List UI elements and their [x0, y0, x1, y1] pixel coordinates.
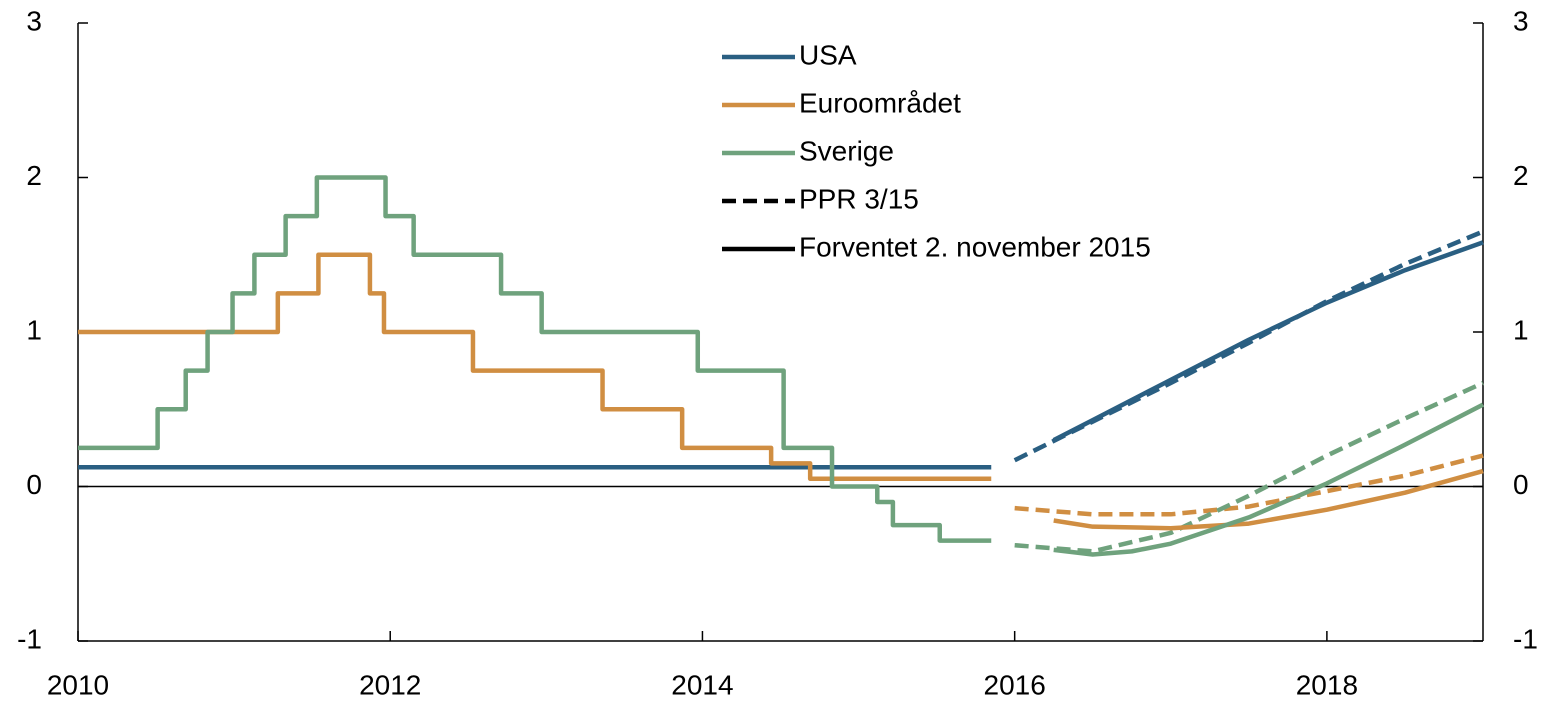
- x-tick-label: 2010: [47, 669, 109, 700]
- series-line: [1014, 453, 1484, 517]
- y2-tick-label: 0: [1513, 469, 1529, 500]
- y-tick-label: 1: [26, 314, 42, 345]
- y2-tick-label: 3: [1513, 5, 1529, 36]
- series-line: [1014, 380, 1484, 554]
- y2-tick-label: 1: [1513, 314, 1529, 345]
- series-line: [1053, 402, 1485, 557]
- y2-tick-label: -1: [1513, 623, 1538, 654]
- series-line: [78, 175, 992, 543]
- legend-label: Sverige: [799, 135, 894, 166]
- x-tick-label: 2012: [359, 669, 421, 700]
- x-tick-label: 2016: [984, 669, 1046, 700]
- series-line: [78, 252, 992, 482]
- y-tick-label: 2: [26, 160, 42, 191]
- series-line: [1053, 468, 1484, 531]
- y-tick-label: -1: [17, 623, 42, 654]
- y-tick-label: 3: [26, 5, 42, 36]
- legend-label: USA: [799, 39, 857, 70]
- y2-tick-label: 2: [1513, 160, 1529, 191]
- x-tick-label: 2014: [671, 669, 733, 700]
- x-tick-label: 2018: [1296, 669, 1358, 700]
- y-tick-label: 0: [26, 469, 42, 500]
- legend-label: Euroområdet: [799, 87, 961, 118]
- legend-label: Forventet 2. november 2015: [799, 231, 1151, 262]
- series-line: [1052, 240, 1484, 443]
- legend-label: PPR 3/15: [799, 183, 919, 214]
